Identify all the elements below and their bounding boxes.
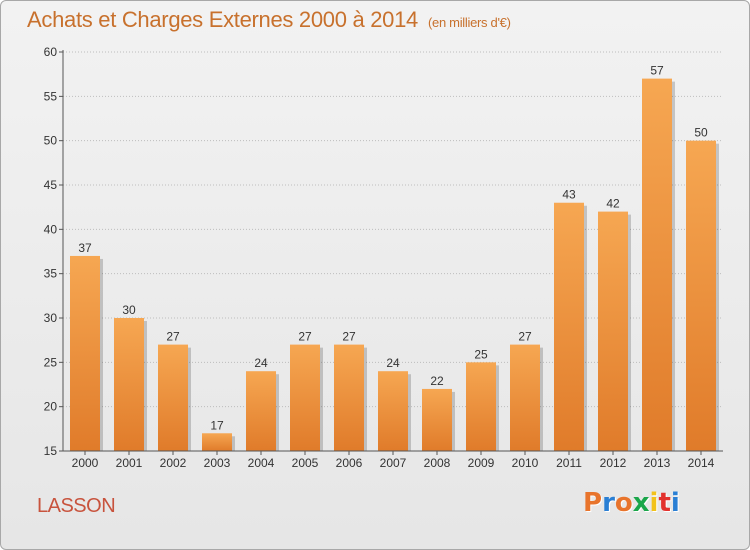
x-tick-label: 2008 bbox=[424, 456, 451, 470]
logo-letter: r bbox=[602, 488, 615, 518]
place-name: LASSON bbox=[37, 495, 116, 517]
x-tick-label: 2009 bbox=[468, 456, 495, 470]
y-tick-label: 35 bbox=[44, 267, 58, 281]
x-tick-label: 2013 bbox=[644, 456, 671, 470]
bar-2007 bbox=[378, 371, 408, 451]
value-label-2001: 30 bbox=[122, 303, 136, 317]
chart-title-text: Achats et Charges Externes 2000 à 2014 bbox=[27, 7, 418, 32]
logo-letter: i bbox=[649, 488, 659, 518]
y-tick-label: 40 bbox=[44, 222, 58, 236]
x-tick-label: 2010 bbox=[512, 456, 539, 470]
bar-2011 bbox=[554, 202, 584, 451]
x-tick-label: 2002 bbox=[160, 456, 187, 470]
value-label-2014: 50 bbox=[694, 126, 708, 140]
logo-letter: t bbox=[658, 488, 671, 518]
x-tick-label: 2012 bbox=[600, 456, 627, 470]
y-tick-label: 50 bbox=[44, 134, 58, 148]
bar-2001 bbox=[114, 318, 144, 451]
value-label-2009: 25 bbox=[474, 347, 488, 361]
value-label-2002: 27 bbox=[166, 330, 180, 344]
bar-2012 bbox=[598, 211, 628, 451]
x-tick-label: 2003 bbox=[204, 456, 231, 470]
y-tick-label: 60 bbox=[44, 45, 58, 59]
bar-2009 bbox=[466, 362, 496, 451]
value-label-2008: 22 bbox=[430, 374, 444, 388]
x-tick-label: 2006 bbox=[336, 456, 363, 470]
axes: 15 20 25 30 35 40 45 50 55 60 2000 2001 2002 2003 2004… bbox=[44, 45, 723, 470]
y-tick-label: 45 bbox=[44, 178, 58, 192]
value-label-2005: 27 bbox=[298, 330, 312, 344]
value-label-2011: 43 bbox=[562, 188, 576, 202]
logo-letter: i bbox=[670, 488, 680, 518]
value-label-2006: 27 bbox=[342, 330, 356, 344]
x-tick-label: 2014 bbox=[688, 456, 715, 470]
bar-2013 bbox=[642, 78, 672, 451]
bar-2014 bbox=[686, 140, 716, 451]
x-tick-label: 2005 bbox=[292, 456, 319, 470]
x-tick-label: 2004 bbox=[248, 456, 275, 470]
x-tick-label: 2007 bbox=[380, 456, 407, 470]
chart-subtitle: (en milliers d'€) bbox=[427, 15, 511, 30]
x-tick-label: 2011 bbox=[556, 456, 582, 470]
logo-letter: P bbox=[583, 488, 603, 518]
value-label-2007: 24 bbox=[386, 356, 400, 370]
value-label-2003: 17 bbox=[210, 418, 224, 432]
value-label-2010: 27 bbox=[518, 330, 532, 344]
bar-2005 bbox=[290, 344, 320, 451]
y-tick-label: 15 bbox=[44, 444, 58, 458]
bar-2006 bbox=[334, 344, 364, 451]
bar-2004 bbox=[246, 371, 276, 451]
y-tick-label: 55 bbox=[44, 89, 58, 103]
proxiti-logo[interactable]: Proxiti bbox=[583, 488, 680, 518]
bar-2010 bbox=[510, 344, 540, 451]
bars bbox=[70, 78, 719, 451]
bar-2008 bbox=[422, 388, 452, 451]
bar-2002 bbox=[158, 344, 188, 451]
value-label-2000: 37 bbox=[78, 241, 92, 255]
logo-letter: x bbox=[632, 488, 650, 518]
value-label-2004: 24 bbox=[254, 356, 268, 370]
y-tick-label: 30 bbox=[44, 311, 58, 325]
logo-letter: o bbox=[614, 488, 633, 518]
value-label-2012: 42 bbox=[606, 197, 620, 211]
x-tick-label: 2001 bbox=[116, 456, 143, 470]
value-label-2013: 57 bbox=[650, 64, 664, 78]
x-tick-label: 2000 bbox=[72, 456, 99, 470]
y-tick-label: 25 bbox=[44, 355, 58, 369]
chart-title: Achats et Charges Externes 2000 à 2014 (e… bbox=[27, 7, 511, 33]
bar-2000 bbox=[70, 255, 100, 451]
y-tick-label: 20 bbox=[44, 400, 58, 414]
data-labels: 37 30 27 17 24 27 27 24 22 25 27 43 42 57 50 bbox=[78, 64, 708, 433]
bar-2003 bbox=[202, 433, 232, 451]
